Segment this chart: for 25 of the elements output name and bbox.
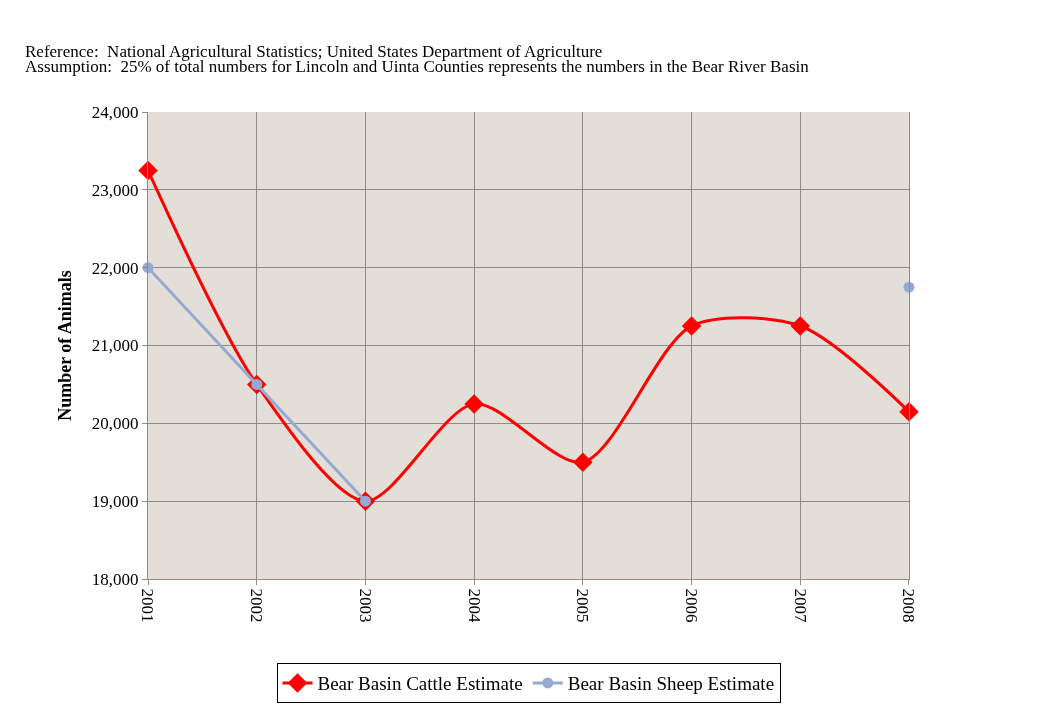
y-tick-label: 19,000 (91, 492, 139, 512)
point (899, 401, 919, 422)
point (464, 394, 484, 414)
y-axis-title: Number of Animals (55, 270, 76, 421)
y-tick-label: 24,000 (91, 102, 139, 122)
point (681, 316, 702, 336)
y-tick-label: 18,000 (91, 569, 139, 589)
point (790, 316, 811, 336)
text: Reference: National Agricultural Statistics; United States Department of Agriculture (25, 42, 603, 61)
x-tick-label: 2005 (573, 588, 593, 623)
y-tick-label: 20,000 (91, 414, 139, 434)
point (138, 160, 158, 181)
legend-label: Bear Basin Sheep Estimate (567, 673, 775, 695)
x-tick-label: 2002 (247, 588, 267, 623)
y-tick-label: 21,000 (91, 336, 139, 356)
y-tick-label: 22,000 (91, 258, 139, 278)
y-tick-label: 23,000 (91, 180, 139, 200)
x-tick-label: 2001 (138, 588, 158, 623)
point (573, 452, 593, 472)
x-tick-label: 2003 (355, 588, 375, 623)
legend-label: Bear Basin Cattle Estimate (317, 673, 523, 695)
x-tick-label: 2004 (464, 588, 484, 623)
x-tick-label: 2007 (790, 588, 810, 623)
x-tick-label: 2006 (682, 588, 702, 623)
x-tick-label: 2008 (899, 588, 919, 623)
